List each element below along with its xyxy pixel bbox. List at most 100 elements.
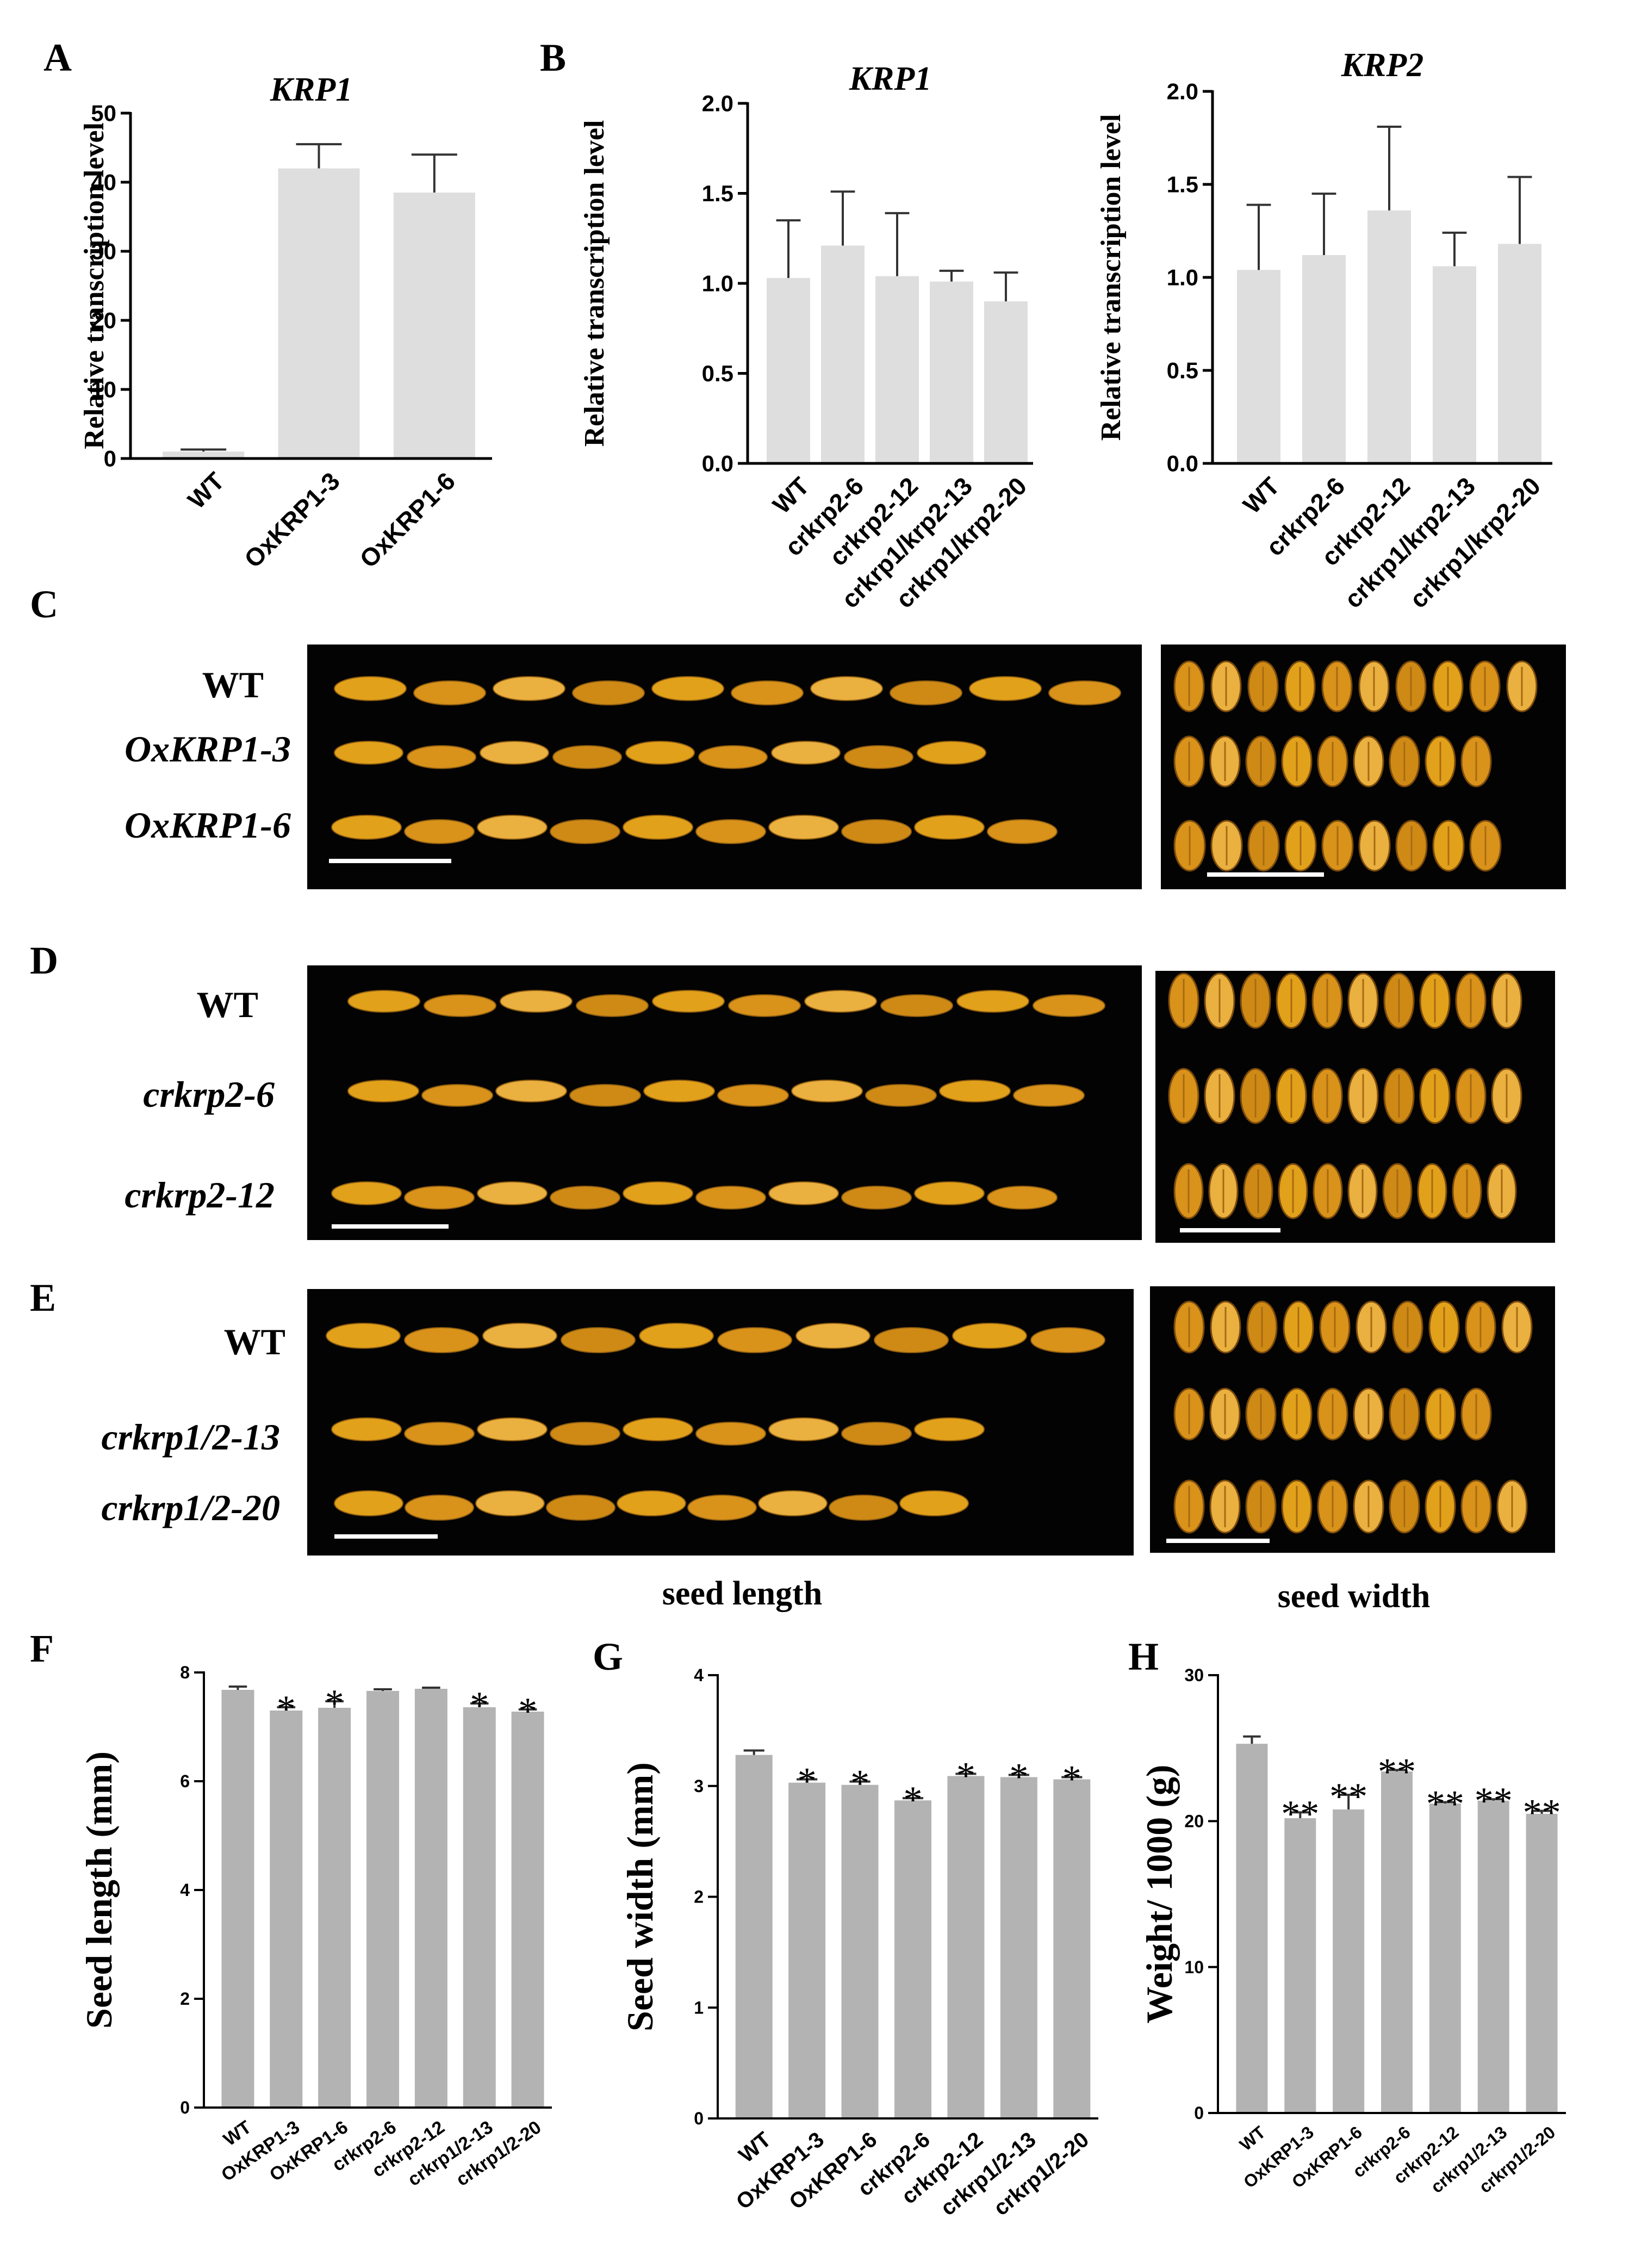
- significance-mark: *: [470, 1684, 489, 1726]
- bar: [1477, 1800, 1509, 2113]
- panel-letter-f: F: [30, 1627, 54, 1670]
- y-tick-label: 0: [104, 446, 116, 472]
- seed-grain: [768, 1417, 839, 1441]
- significance-mark: *: [518, 1690, 537, 1732]
- significance-mark: *: [798, 1761, 817, 1802]
- y-tick-label: 1.0: [1167, 265, 1198, 290]
- bar: [1237, 270, 1280, 463]
- photo-e-label-3: crkrp1/2-20: [101, 1487, 280, 1528]
- y-tick-label: 10: [1184, 1957, 1204, 1977]
- seed-grains: [326, 660, 1538, 1534]
- significance-mark: **: [1329, 1776, 1367, 1818]
- panel-letter-d: D: [30, 939, 58, 982]
- seed-grain: [477, 1417, 548, 1441]
- seed-grain: [546, 1495, 615, 1521]
- photo-e-label-1: WT: [224, 1321, 285, 1362]
- seed-grain: [625, 741, 695, 765]
- seed-grain: [413, 680, 486, 705]
- bar: [1236, 1744, 1268, 2113]
- seed-grain: [552, 745, 622, 769]
- y-tick-label: 50: [91, 101, 116, 126]
- y-tick-label: 0.0: [1167, 451, 1198, 476]
- y-tick-label: 20: [91, 308, 116, 333]
- seed-grain: [404, 819, 475, 844]
- seed-grain: [347, 1080, 419, 1102]
- photo-e-label-2: crkrp1/2-13: [101, 1416, 280, 1458]
- y-tick-label: 0: [1194, 2103, 1204, 2123]
- seed-grain: [331, 815, 402, 840]
- seed-grain: [334, 741, 403, 765]
- seed-grain: [480, 741, 549, 765]
- significance-mark: **: [1475, 1780, 1513, 1822]
- y-axis-label: Relative transcription level: [579, 120, 610, 447]
- y-axis-label: Relative transcription level: [79, 122, 110, 449]
- seed-grain: [899, 1490, 969, 1516]
- seed-grain: [623, 815, 693, 840]
- y-tick-label: 1.0: [702, 271, 733, 296]
- bar: [788, 1782, 826, 2118]
- seed-grain: [500, 990, 573, 1013]
- chart-title: KRP1: [849, 60, 932, 97]
- panel-letter-e: E: [30, 1276, 56, 1319]
- seed-grain: [576, 994, 649, 1017]
- y-tick-label: 0.5: [1167, 358, 1198, 383]
- seed-grain: [550, 819, 620, 844]
- seed-grain: [550, 1422, 620, 1446]
- seed-grain: [1048, 680, 1121, 705]
- bar: [875, 276, 919, 463]
- seed-grain: [695, 1186, 766, 1210]
- bar: [1302, 255, 1346, 463]
- seed-grain: [407, 745, 476, 769]
- seed-length-caption: seed length: [662, 1575, 823, 1612]
- seed-grain: [698, 745, 768, 769]
- seed-grain: [952, 1323, 1027, 1349]
- seed-grain: [731, 680, 804, 705]
- bar: [270, 1711, 303, 2108]
- seed-grain: [956, 990, 1029, 1013]
- photo-d-label-2: crkrp2-6: [143, 1074, 275, 1115]
- seed-grain: [844, 745, 913, 769]
- bar: [1498, 244, 1541, 463]
- bar: [735, 1755, 773, 2118]
- y-tick-label: 1.5: [1167, 172, 1198, 197]
- y-tick-label: 10: [91, 377, 116, 402]
- seed-grain: [495, 1080, 567, 1102]
- bar: [767, 278, 810, 463]
- panel-letter-h: H: [1128, 1635, 1159, 1678]
- y-tick-label: 0.0: [702, 451, 733, 476]
- panel-letter-b: B: [540, 36, 566, 79]
- bar: [841, 1784, 879, 2118]
- y-axis-label: Seed length (mm): [78, 1751, 120, 2029]
- bar: [821, 245, 865, 463]
- bar: [1367, 210, 1411, 463]
- seed-grain: [623, 1417, 693, 1441]
- bar: [984, 301, 1028, 463]
- bar: [463, 1707, 496, 2108]
- seed-grain: [572, 680, 645, 705]
- seed-grain: [561, 1327, 636, 1353]
- significance-mark: *: [325, 1682, 344, 1724]
- seed-grain: [987, 1186, 1058, 1210]
- seed-grain: [914, 1417, 985, 1441]
- bar: [1333, 1809, 1365, 2113]
- significance-mark: **: [1378, 1751, 1416, 1793]
- seed-grain: [405, 1495, 474, 1521]
- significance-mark: *: [904, 1779, 923, 1821]
- seed-grain: [404, 1422, 475, 1446]
- y-tick-label: 8: [180, 1663, 190, 1682]
- seed-grain: [695, 819, 766, 844]
- y-tick-label: 2.0: [1167, 79, 1198, 104]
- significance-mark: **: [1426, 1783, 1464, 1825]
- seed-grain: [331, 1181, 402, 1205]
- chart-seed-length: Seed length (mm)02468WT*OxKRP1-3*OxKRP1-…: [78, 1663, 552, 2190]
- seed-grain: [939, 1080, 1011, 1102]
- seed-grain: [987, 819, 1058, 844]
- seed-grain: [477, 1181, 548, 1205]
- bar: [894, 1800, 931, 2118]
- seed-grain: [880, 994, 953, 1017]
- seed-grain: [687, 1495, 757, 1521]
- chart-title: KRP2: [1341, 47, 1424, 84]
- seed-grain: [914, 815, 985, 840]
